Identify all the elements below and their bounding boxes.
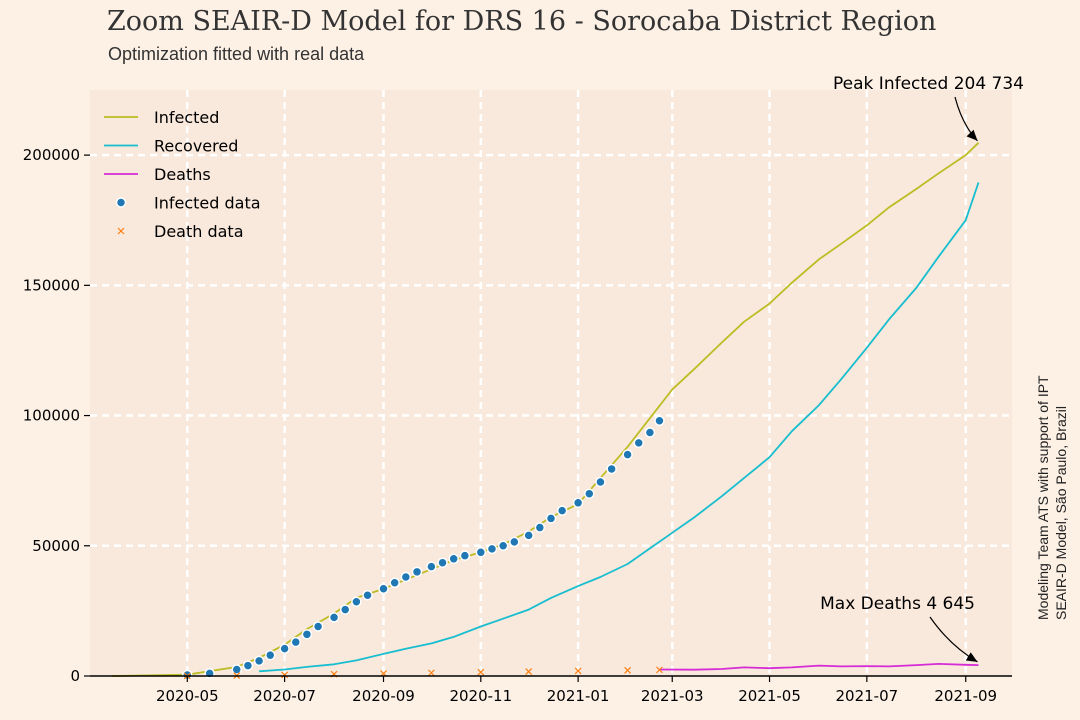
infected-data-point [633, 437, 644, 449]
death-data-point [427, 669, 435, 677]
death-data-point [656, 666, 663, 674]
infected-data-point [459, 550, 471, 561]
x-tick-label: 2021-05 [738, 687, 801, 705]
annotation-label: Peak Infected 204 734 [833, 74, 1024, 94]
infected-data-point [400, 571, 412, 583]
legend-label-infected: Infected [154, 108, 219, 127]
legend-label-deaths: Deaths [154, 165, 211, 184]
annotation-arrow [929, 616, 978, 663]
annotations: Peak Infected 204 734 Max Deaths 4 645 [820, 74, 1024, 663]
legend-swatch-infected-data [115, 197, 127, 208]
infected-data-point [301, 629, 313, 640]
x-tick-label: 2021-01 [547, 687, 610, 705]
infected-data-point [486, 543, 498, 555]
infected-data-point [622, 449, 633, 460]
infected-data-point [351, 596, 362, 608]
series-line-deaths [659, 663, 979, 671]
infected-data-point [654, 415, 665, 427]
infected-data-point [437, 557, 448, 568]
legend-label-death-data: Death data [154, 222, 244, 241]
infected-data-point [534, 522, 546, 533]
legend: Infected Recovered Deaths Infected data Deat… [104, 108, 261, 241]
y-tick-label: 200000 [23, 146, 80, 164]
death-data-point [574, 667, 582, 675]
infected-data-point [328, 612, 340, 623]
infected-data-point [426, 561, 437, 572]
x-tick-label: 2021-03 [641, 687, 704, 705]
infected-data-point [378, 583, 389, 595]
x-tick-label: 2020-09 [352, 687, 415, 705]
x-tick-label: 2021-09 [934, 687, 997, 705]
infected-data-point [312, 621, 324, 632]
death-data-point [624, 666, 631, 674]
x-tick-label: 2020-05 [156, 687, 219, 705]
infected-data-point [572, 497, 584, 509]
death-data-point [525, 668, 533, 675]
infected-data-point [448, 553, 459, 565]
infected-data-point [509, 536, 520, 548]
infected-data-point [265, 649, 276, 661]
infected-data-point [523, 530, 534, 541]
annotation-label: Max Deaths 4 645 [820, 594, 975, 614]
infected-data-point [606, 463, 617, 475]
infected-data-point [253, 655, 265, 667]
chart-subtitle: Optimization fitted with real data [108, 44, 365, 64]
death-data-point [281, 671, 289, 679]
infected-data-point [411, 566, 423, 578]
x-tick-label: 2021-07 [835, 687, 898, 705]
infected-data-point [644, 427, 656, 438]
infected-data-point [242, 660, 254, 671]
y-tick-label: 0 [70, 667, 80, 685]
infected-data-point [362, 590, 373, 601]
annotation-arrow [954, 96, 978, 142]
infected-data-point [545, 513, 557, 524]
legend-label-recovered: Recovered [154, 137, 238, 156]
grid [90, 90, 1012, 676]
y-tick-label: 50000 [32, 537, 80, 555]
death-data-point [477, 668, 485, 676]
x-tick-label: 2020-11 [449, 687, 512, 705]
legend-label-infected-data: Infected data [154, 194, 261, 213]
infected-data-point [231, 664, 243, 675]
infected-data-point [497, 540, 509, 552]
x-tick-label: 2020-07 [253, 687, 316, 705]
infected-data-point [339, 604, 351, 615]
plot-area [90, 90, 1012, 676]
y-tick-label: 150000 [23, 276, 80, 294]
legend-swatch-death-data [117, 227, 125, 235]
y-tick-label: 100000 [23, 407, 80, 425]
series-line-recovered [259, 182, 980, 673]
infected-data-point [556, 505, 568, 516]
infected-data-point [290, 636, 302, 648]
infected-data-point [584, 488, 595, 499]
infected-data-point [595, 476, 606, 488]
chart-title: Zoom SEAIR-D Model for DRS 16 - Sorocaba… [107, 6, 937, 37]
infected-data-point [279, 643, 290, 654]
axes: 0 50000 100000 150000 200000 2020-05 2020-07 20… [23, 146, 1012, 705]
infected-data-point [475, 547, 487, 558]
infected-data-point [389, 577, 400, 589]
series-layer [112, 142, 980, 681]
